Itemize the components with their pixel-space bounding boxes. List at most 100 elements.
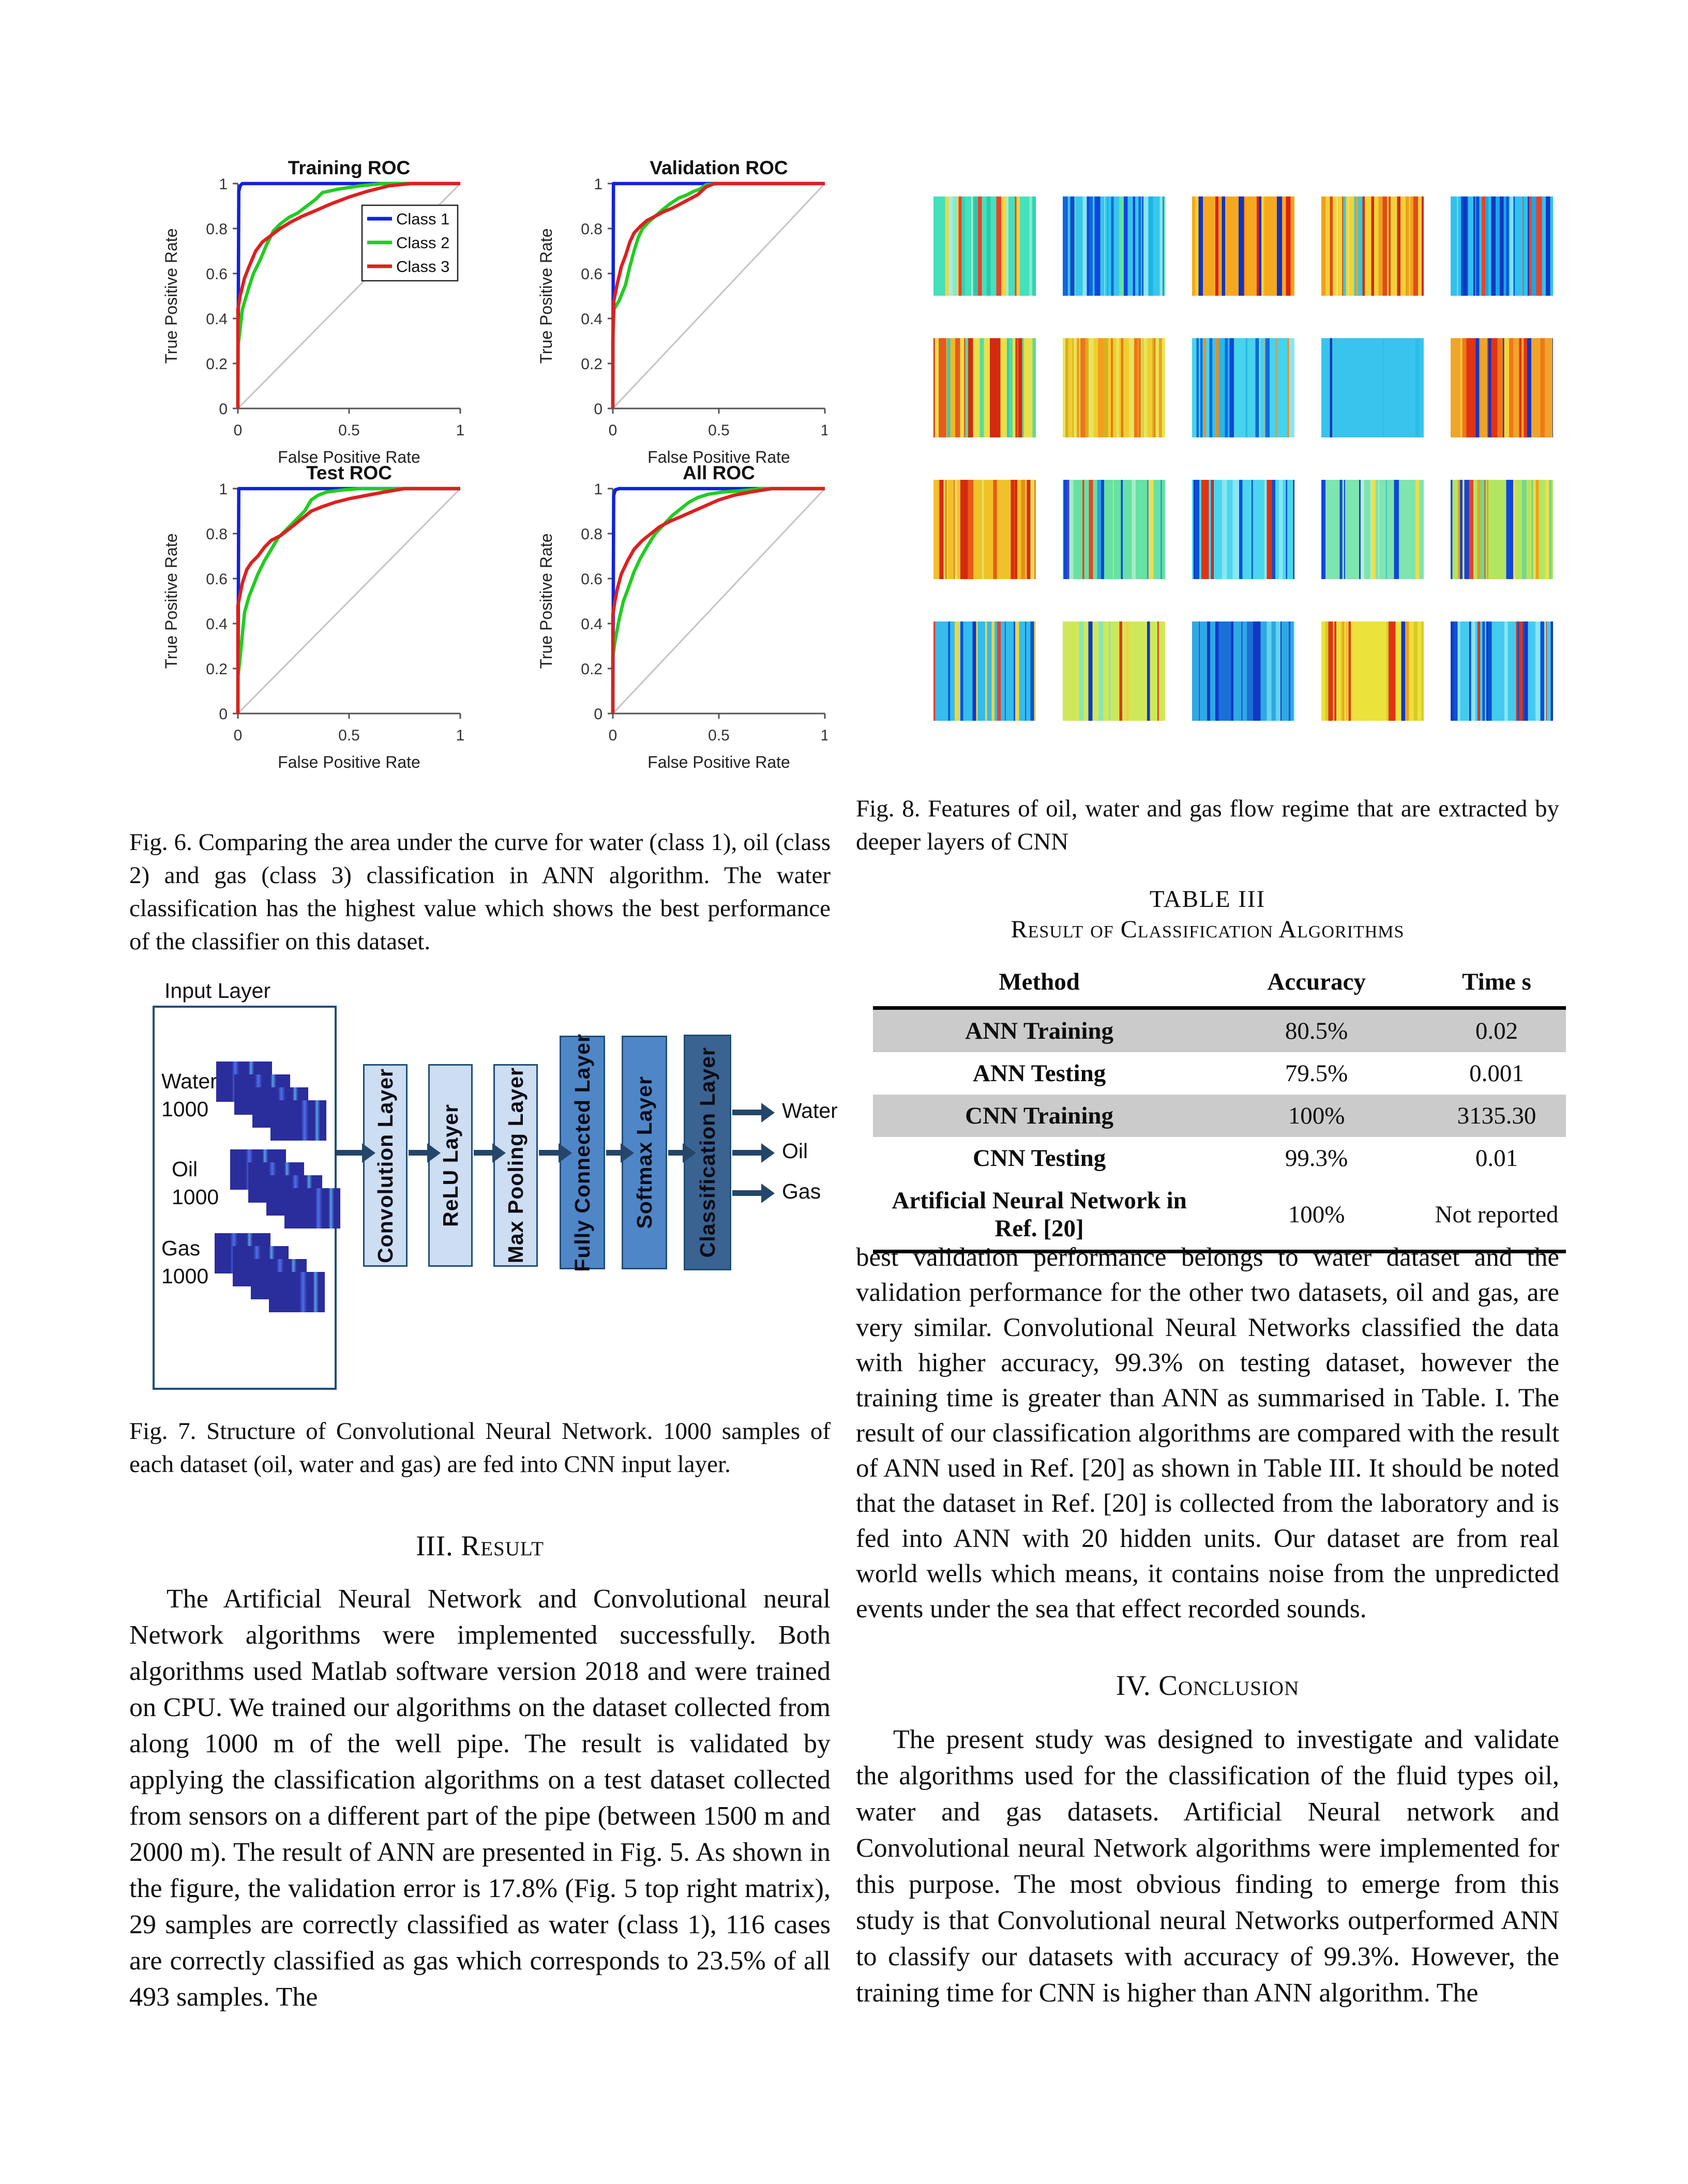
fig8-tile	[1451, 621, 1553, 721]
y-axis-label: True Positive Rate	[537, 533, 555, 669]
results-table: Method Accuracy Time s ANN Training 80.5%…	[873, 963, 1566, 1253]
roc-curve-class-2	[611, 487, 825, 714]
x-axis-label: False Positive Rate	[647, 753, 790, 771]
y-tick-label: 0.8	[206, 221, 228, 238]
x-tick-label: 0	[609, 727, 617, 744]
x-axis-label: False Positive Rate	[278, 753, 420, 771]
cell-method: ANN Training	[965, 1018, 1114, 1044]
fig8-tile	[1063, 621, 1165, 721]
y-tick-label: 0.6	[581, 266, 602, 283]
cell-method: ANN Testing	[972, 1060, 1106, 1087]
output-label-oil: Oil	[782, 1139, 808, 1163]
roc-curve-class-3	[236, 487, 460, 714]
table-row: CNN Testing 99.3% 0.01	[873, 1137, 1566, 1179]
table3-title: Result of Classification Algorithms	[1011, 916, 1405, 943]
y-tick-label: 0.8	[581, 221, 602, 238]
result-paragraph: The Artificial Neural Network and Convol…	[129, 1584, 831, 2012]
fig8-tile	[1192, 480, 1294, 579]
flow-arrow-4	[606, 1143, 634, 1163]
y-tick-label: 1	[594, 176, 602, 193]
y-tick-label: 0.4	[581, 616, 602, 633]
cell-time: 0.001	[1469, 1060, 1524, 1087]
cell-method: CNN Testing	[972, 1145, 1106, 1172]
fig8-tile	[1321, 196, 1424, 296]
y-tick-label: 0	[594, 401, 602, 418]
input-name-gas: Gas	[161, 1236, 201, 1260]
roc-curve-class-1	[611, 487, 825, 714]
fig7-caption: Fig. 7. Structure of Convolutional Neura…	[129, 1418, 831, 1478]
layer-box-convolution-layer: Convolution Layer	[363, 1064, 408, 1267]
x-tick-label: 0.5	[708, 422, 730, 439]
cell-time: 0.01	[1475, 1145, 1518, 1172]
cell-method: Artificial Neural Network in Ref. [20]	[892, 1187, 1187, 1242]
output-label-gas: Gas	[782, 1179, 821, 1203]
chance-diagonal	[612, 488, 826, 715]
x-axis-label: False Positive Rate	[647, 448, 790, 466]
spectrogram-thumb	[284, 1188, 340, 1228]
layer-label: Max Pooling Layer	[503, 1067, 528, 1264]
subplot-title: Test ROC	[306, 462, 392, 483]
y-tick-label: 0	[594, 706, 602, 723]
output-arrow-oil	[732, 1143, 775, 1163]
y-tick-label: 0.2	[206, 661, 228, 678]
roc-curve-class-1	[236, 181, 460, 409]
x-axis-label: False Positive Rate	[278, 448, 420, 466]
fig8-tile	[1192, 338, 1294, 437]
col-method: Method	[999, 968, 1080, 995]
input-count-oil: 1000	[172, 1185, 219, 1209]
y-tick-label: 1	[594, 481, 602, 498]
cell-time: 3135.30	[1457, 1102, 1536, 1129]
fig8-tile	[1063, 196, 1165, 296]
fig8-tile	[933, 338, 1036, 437]
fig8-tile	[1063, 480, 1165, 579]
roc-curve-class-3	[236, 181, 460, 408]
y-axis-label: True Positive Rate	[162, 533, 180, 669]
table3-label: TABLE III	[1149, 886, 1266, 913]
y-tick-label: 0.2	[581, 661, 602, 678]
layer-box-max-pooling-layer: Max Pooling Layer	[493, 1064, 538, 1267]
output-arrow-gas	[732, 1183, 775, 1203]
cell-accuracy: 99.3%	[1285, 1145, 1348, 1172]
x-tick-label: 0	[609, 422, 617, 439]
fig6-caption: Fig. 6. Comparing the area under the cur…	[129, 829, 831, 955]
y-tick-label: 0.8	[206, 526, 228, 543]
cell-time: Not reported	[1435, 1201, 1559, 1228]
spectrogram-thumb	[269, 1272, 325, 1312]
cell-method: CNN Training	[965, 1102, 1114, 1129]
roc-curve-class-3	[611, 181, 825, 408]
y-tick-label: 0	[219, 706, 228, 723]
y-tick-label: 0.4	[206, 311, 228, 328]
cell-accuracy: 79.5%	[1285, 1060, 1348, 1087]
layer-label: Convolution Layer	[373, 1068, 397, 1263]
output-label-water: Water	[782, 1099, 838, 1123]
subplot-title: Training ROC	[288, 157, 410, 178]
roc-subplot-all-roc: All ROC 0 0.2 0.4 0.6 0.8 1 0 0.5 1 False Positive…	[537, 462, 827, 771]
fig8-tile	[1321, 480, 1424, 579]
layer-label: Softmax Layer	[632, 1076, 656, 1229]
fig8-tile	[933, 480, 1036, 579]
table-row: CNN Training 100% 3135.30	[873, 1095, 1566, 1137]
y-tick-label: 0	[219, 401, 228, 418]
table-row: ANN Testing 79.5% 0.001	[873, 1052, 1566, 1095]
y-tick-label: 0.6	[206, 571, 228, 588]
x-tick-label: 0.5	[708, 727, 730, 744]
input-count-water: 1000	[161, 1097, 209, 1121]
conclusion-paragraph: The present study was designed to invest…	[856, 1725, 1559, 2008]
col-time: Time s	[1462, 968, 1531, 995]
input-name-oil: Oil	[172, 1157, 198, 1181]
roc-curve-class-3	[611, 487, 825, 714]
cell-time: 0.02	[1475, 1018, 1518, 1044]
flow-arrow-2	[474, 1143, 506, 1163]
fig8-caption: Fig. 8. Features of oil, water and gas f…	[856, 795, 1559, 855]
table-header-row: Method Accuracy Time s	[873, 963, 1566, 1008]
y-tick-label: 1	[219, 176, 228, 193]
x-tick-label: 1	[821, 422, 827, 439]
input-layer-label: Input Layer	[164, 979, 271, 1003]
roc-subplot-training-roc: Training ROC 0 0.2 0.4 0.6 0.8 1 0 0.5 1 False Pos…	[162, 157, 464, 466]
flow-arrow-0	[335, 1143, 375, 1163]
subplot-title: All ROC	[683, 462, 755, 483]
conclusion-heading: IV. Conclusion	[1116, 1670, 1300, 1701]
subplot-title: Validation ROC	[650, 157, 788, 178]
cell-accuracy: 80.5%	[1285, 1018, 1348, 1044]
